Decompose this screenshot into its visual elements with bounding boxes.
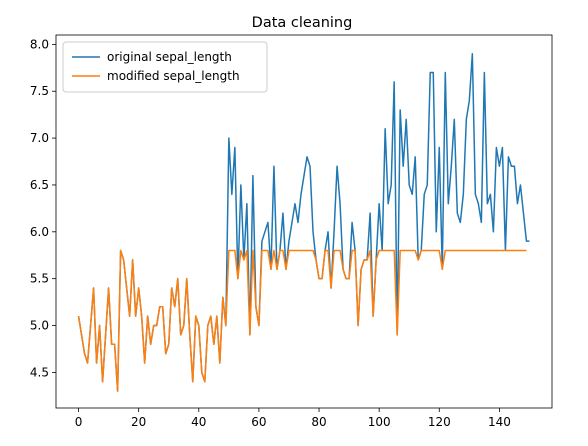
y-tick-label: 6.5 [30,178,49,192]
y-axis: 4.5 5.0 5.5 6.0 6.5 7.0 7.5 8.0 [30,37,56,379]
x-tick-label: 80 [311,415,326,429]
y-tick-label: 5.5 [30,272,49,286]
x-tick-label: 40 [191,415,206,429]
y-tick-label: 7.5 [30,84,49,98]
x-axis: 0 20 40 60 80 100 120 140 [75,408,511,429]
y-tick-label: 6.0 [30,225,49,239]
y-tick-label: 5.0 [30,319,49,333]
y-tick-label: 4.5 [30,365,49,379]
x-tick-label: 20 [131,415,146,429]
x-tick-label: 0 [75,415,83,429]
x-tick-label: 100 [368,415,391,429]
y-tick-label: 7.0 [30,131,49,145]
x-tick-label: 140 [488,415,511,429]
series-layer [77,52,530,392]
legend-label-modified: modified sepal_length [107,69,240,83]
legend: original sepal_length modified sepal_len… [62,41,268,93]
series-line-modified-sepal-length [77,249,527,392]
legend-label-original: original sepal_length [107,50,232,64]
chart-title: Data cleaning [252,15,353,31]
x-tick-label: 120 [428,415,451,429]
plot-frame [55,34,553,409]
x-tick-label: 60 [251,415,266,429]
legend-box [62,41,268,93]
y-tick-label: 8.0 [30,37,49,51]
